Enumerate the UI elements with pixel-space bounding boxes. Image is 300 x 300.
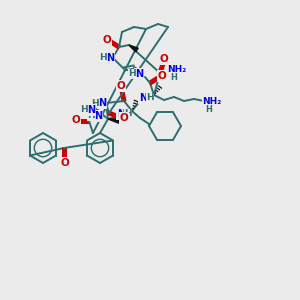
Text: O: O <box>61 158 69 168</box>
Text: O: O <box>72 115 80 125</box>
Text: O: O <box>80 105 88 115</box>
Text: N: N <box>106 53 114 63</box>
Text: H: H <box>80 106 88 115</box>
Text: H: H <box>206 104 212 113</box>
Text: N: N <box>135 69 143 79</box>
Text: O: O <box>160 54 168 64</box>
Text: O: O <box>117 81 125 91</box>
Text: N: N <box>94 111 102 121</box>
Text: H: H <box>146 94 154 103</box>
Text: H: H <box>171 73 177 82</box>
Polygon shape <box>108 119 119 123</box>
Text: N: N <box>87 105 95 115</box>
Text: NH₂: NH₂ <box>167 65 187 74</box>
Polygon shape <box>129 45 138 52</box>
Text: O: O <box>158 71 166 81</box>
Text: NH₂: NH₂ <box>202 98 222 106</box>
Text: H: H <box>124 110 132 118</box>
Text: H: H <box>99 53 107 62</box>
Text: O: O <box>103 35 111 45</box>
Text: N: N <box>117 109 125 119</box>
Text: H: H <box>91 98 99 107</box>
Text: H: H <box>87 112 95 121</box>
Text: H: H <box>128 70 136 79</box>
Text: N: N <box>98 98 106 108</box>
Text: O: O <box>120 113 128 123</box>
Text: N: N <box>139 93 147 103</box>
